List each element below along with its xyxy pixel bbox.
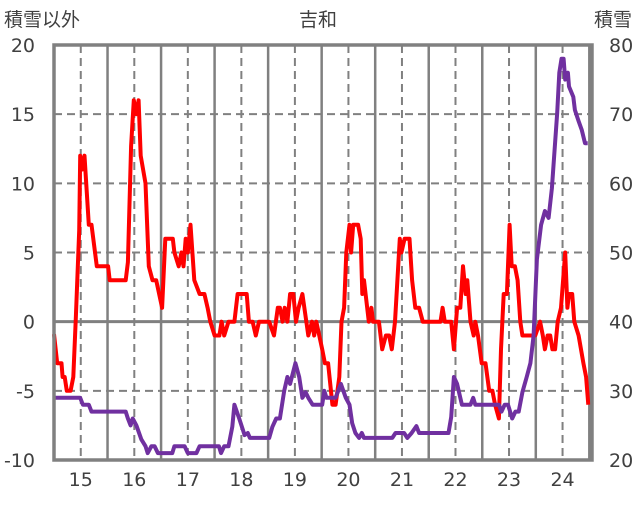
series-lines (52, 56, 591, 456)
right-tick-label: 50 (609, 243, 633, 265)
right-axis-label: 積雪 (594, 9, 632, 31)
left-axis-label: 積雪以外 (4, 9, 80, 31)
right-tick-label: 40 (609, 312, 633, 334)
right-tick-label: 80 (609, 35, 633, 57)
chart-title: 吉和 (299, 9, 337, 31)
left-tick-label: 5 (23, 243, 35, 265)
right-tick-label: 60 (609, 173, 633, 195)
x-tick-label: 20 (336, 469, 360, 491)
left-tick-label: -10 (4, 450, 35, 472)
left-tick-label: 0 (23, 312, 35, 334)
plot-frame (52, 43, 594, 462)
left-tick-label: -5 (16, 381, 35, 403)
x-tick-label: 18 (229, 469, 253, 491)
x-tick-label: 22 (443, 469, 467, 491)
x-tick-label: 19 (283, 469, 307, 491)
x-tick-label: 17 (176, 469, 200, 491)
right-tick-label: 30 (609, 381, 633, 403)
grid (54, 45, 592, 460)
x-tick-label: 16 (122, 469, 146, 491)
right-tick-label: 70 (609, 104, 633, 126)
x-tick-label: 15 (69, 469, 93, 491)
right-tick-label: 20 (609, 450, 633, 472)
series-line-non-snow (52, 98, 591, 421)
left-tick-label: 20 (11, 35, 35, 57)
tick-labels: -10 -5 0 5 10 15 20 20 30 40 50 60 70 80 15 16 17 18 19 20 2… (4, 35, 633, 491)
x-tick-label: 23 (497, 469, 521, 491)
series-line-snow (54, 56, 588, 456)
x-tick-label: 24 (550, 469, 574, 491)
left-tick-label: 10 (11, 173, 35, 195)
left-tick-label: 15 (11, 104, 35, 126)
x-tick-label: 21 (390, 469, 414, 491)
